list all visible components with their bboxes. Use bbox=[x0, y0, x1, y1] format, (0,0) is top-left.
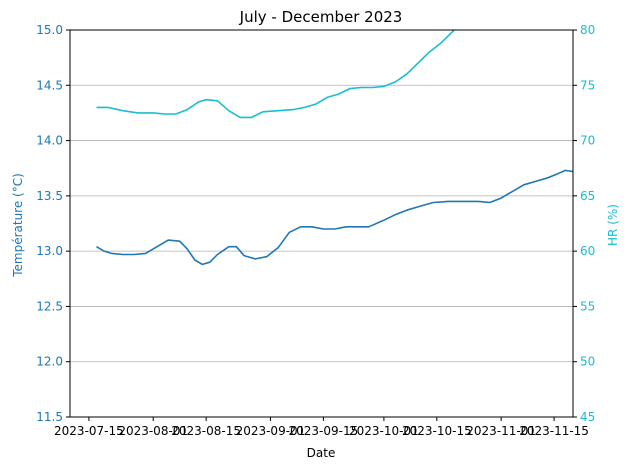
x-tick-label: 2023-08-01 bbox=[118, 424, 188, 438]
right-tick-label: 65 bbox=[580, 189, 595, 203]
left-tick-label: 14.5 bbox=[36, 78, 63, 92]
right-tick-label: 70 bbox=[580, 134, 595, 148]
x-tick-label: 2023-08-15 bbox=[171, 424, 241, 438]
left-tick-label: 14.0 bbox=[36, 134, 63, 148]
x-tick-label: 2023-11-15 bbox=[519, 424, 589, 438]
right-tick-label: 50 bbox=[580, 355, 595, 369]
right-tick-label: 80 bbox=[580, 23, 595, 37]
left-tick-label: 12.0 bbox=[36, 355, 63, 369]
x-tick-label: 2023-10-15 bbox=[402, 424, 472, 438]
x-axis: 2023-07-152023-08-012023-08-152023-09-01… bbox=[54, 417, 589, 438]
x-tick-label: 2023-09-01 bbox=[236, 424, 306, 438]
temperature-series-line bbox=[96, 169, 573, 266]
right-tick-label: 55 bbox=[580, 299, 595, 313]
right-tick-label: 75 bbox=[580, 78, 595, 92]
right-axis-label: HR (%) bbox=[606, 204, 620, 246]
left-tick-label: 11.5 bbox=[36, 410, 63, 424]
left-axis-label: Température (°C) bbox=[11, 173, 25, 278]
humidity-series-line bbox=[96, 30, 456, 119]
x-tick-label: 2023-11-01 bbox=[466, 424, 536, 438]
left-axis: 11.5 12.0 12.5 13.0 13.5 14.0 14.5 15.0 bbox=[36, 23, 70, 424]
right-axis: 45 50 55 60 65 70 75 80 bbox=[573, 23, 595, 424]
left-tick-label: 12.5 bbox=[36, 299, 63, 313]
left-tick-label: 13.5 bbox=[36, 189, 63, 203]
x-tick-label: 2023-09-15 bbox=[289, 424, 359, 438]
chart-title: July - December 2023 bbox=[239, 8, 403, 26]
series-layer bbox=[96, 30, 573, 266]
grid-lines bbox=[70, 29, 573, 418]
x-tick-label: 2023-07-15 bbox=[54, 424, 124, 438]
left-tick-label: 13.0 bbox=[36, 244, 63, 258]
left-tick-label: 15.0 bbox=[36, 23, 63, 37]
right-tick-label: 45 bbox=[580, 410, 595, 424]
right-tick-label: 60 bbox=[580, 244, 595, 258]
plot-frame bbox=[69, 29, 574, 418]
x-tick-label: 2023-10-01 bbox=[349, 424, 419, 438]
x-axis-label: Date bbox=[307, 446, 336, 460]
